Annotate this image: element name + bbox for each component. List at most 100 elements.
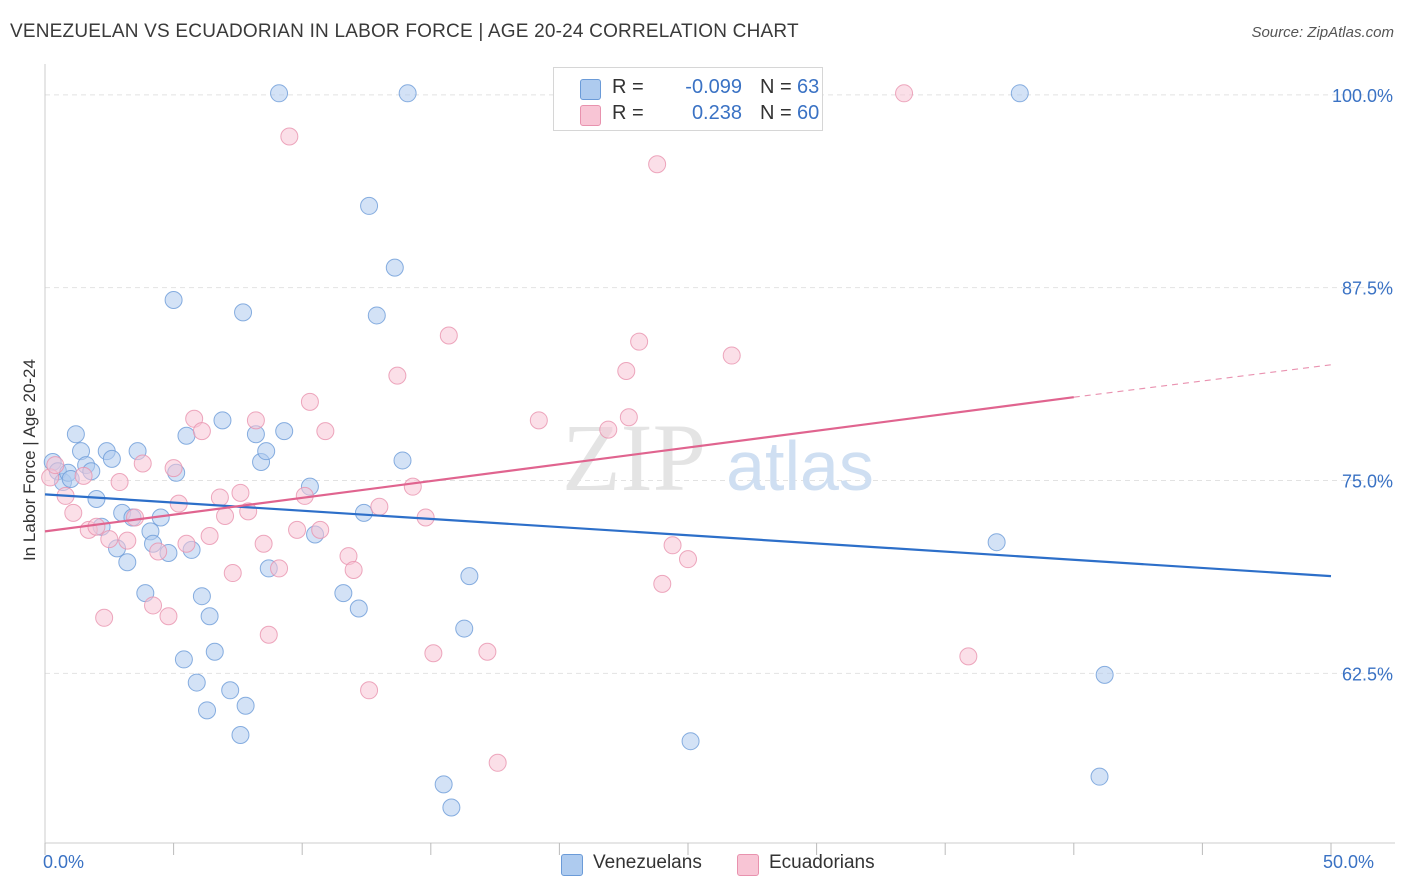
ecuadorian-point	[722, 346, 741, 365]
ecuadorian-point	[630, 332, 649, 351]
ecuadorian-point	[617, 361, 636, 380]
ecuadorian-point	[159, 607, 178, 626]
ecuadorians-swatch	[580, 105, 601, 126]
ecuadorian-point	[478, 642, 497, 661]
y-tick-label: 75.0%	[1342, 471, 1393, 491]
ecuadorian-point	[216, 506, 235, 525]
ecuadorian-point	[254, 534, 273, 553]
n-label: N =	[760, 102, 792, 124]
ecuadorian-point	[599, 420, 618, 439]
venezuelans-swatch	[580, 79, 601, 100]
y-tick-label: 100.0%	[1332, 86, 1393, 106]
venezuelan-point	[177, 426, 196, 445]
ecuadorian-point	[316, 422, 335, 441]
ecuadorian-point	[895, 84, 914, 103]
r-label: R =	[612, 76, 644, 98]
ecuadorian-point	[270, 559, 289, 578]
ecuadorian-point	[126, 508, 145, 527]
venezuelan-point	[200, 607, 219, 626]
ecuadorian-point	[210, 488, 229, 507]
venezuelan-point	[1090, 767, 1109, 786]
ecuadorian-point	[144, 596, 163, 615]
ecuadorian-point	[110, 473, 129, 492]
ecuadorian-point	[200, 527, 219, 546]
venezuelan-point	[393, 451, 412, 470]
venezuelan-point	[1095, 665, 1114, 684]
venezuelan-point	[234, 303, 253, 322]
venezuelan-point	[205, 642, 224, 661]
x-tick-label-max: 50.0%	[1323, 852, 1375, 872]
venezuelan-point	[360, 196, 379, 215]
venezuelan-point	[460, 567, 479, 586]
ecuadorian-point	[192, 422, 211, 441]
ecuadorian-point	[360, 681, 379, 700]
venezuelan-point	[367, 306, 386, 325]
ecuadorian-point	[388, 366, 407, 385]
ecuadorian-point	[344, 560, 363, 579]
ecuadorian-point	[223, 564, 242, 583]
venezuelan-point	[442, 798, 461, 817]
x-tick-label-min: 0.0%	[43, 852, 85, 872]
venezuelan-point	[231, 726, 250, 745]
y-tick-label: 62.5%	[1342, 664, 1393, 684]
n-label: N =	[760, 76, 792, 98]
ecuadorian-point	[246, 411, 265, 430]
axes	[44, 64, 1395, 855]
ecuadorian-point	[488, 753, 507, 772]
ecuadorian-point	[133, 454, 152, 473]
venezuelans-swatch	[561, 854, 583, 876]
ecuadorian-point	[149, 542, 168, 561]
venezuelan-point	[118, 553, 137, 572]
grid-lines	[45, 94, 1395, 674]
correlation-legend: R = -0.099 N = 63 R = 0.238 N = 60	[553, 67, 823, 131]
venezuelan-point	[164, 291, 183, 310]
venezuelan-point	[66, 425, 85, 444]
legend-label: Ecuadorians	[769, 852, 875, 873]
r-value: 0.238	[691, 102, 742, 124]
ecuadorian-point	[259, 625, 278, 644]
ecuadorian-point	[87, 517, 106, 536]
ecuadorian-point	[288, 520, 307, 539]
venezuelan-point	[192, 587, 211, 606]
ecuadorian-point	[280, 127, 299, 146]
venezuelan-point	[187, 673, 206, 692]
ecuadorian-point	[100, 530, 119, 549]
venezuelan-point	[987, 533, 1006, 552]
venezuelan-point	[681, 732, 700, 751]
venezuelan-point	[102, 449, 121, 468]
venezuelan-point	[354, 503, 373, 522]
ecuadorian-point	[300, 392, 319, 411]
ecuadorian-point	[231, 483, 250, 502]
trend-lines	[44, 364, 1332, 578]
venezuelan-point	[434, 775, 453, 794]
venezuelan-point	[221, 681, 240, 700]
venezuelan-point	[349, 599, 368, 618]
ecuadorians-trend-line	[44, 396, 1074, 533]
ecuadorian-point	[959, 647, 978, 666]
ecuadorian-point	[619, 408, 638, 427]
venezuelan-point	[1010, 84, 1029, 103]
ecuadorian-point	[64, 503, 83, 522]
venezuelan-point	[257, 442, 276, 461]
ecuadorian-point	[653, 574, 672, 593]
venezuelan-point	[236, 696, 255, 715]
chart-title: VENEZUELAN VS ECUADORIAN IN LABOR FORCE …	[10, 21, 799, 42]
r-value: -0.099	[685, 76, 742, 98]
legend-label: Venezuelans	[593, 852, 702, 873]
venezuelan-point	[398, 84, 417, 103]
ecuadorian-point	[679, 550, 697, 569]
ecuadorian-point	[118, 531, 137, 550]
ecuadorian-point	[648, 155, 667, 174]
venezuelans-trend-line	[44, 493, 1332, 578]
n-value: 60	[797, 102, 820, 124]
n-value: 63	[797, 76, 820, 98]
r-label: R =	[612, 102, 644, 124]
ecuadorian-point	[529, 411, 548, 430]
ecuadorian-point	[370, 497, 389, 516]
ecuadorians-swatch	[737, 854, 759, 876]
ecuadorian-point	[177, 534, 196, 553]
source-label: Source: ZipAtlas.com	[1251, 24, 1394, 41]
venezuelan-point	[385, 258, 404, 277]
ecuadorians-trend-extension	[1073, 364, 1332, 398]
